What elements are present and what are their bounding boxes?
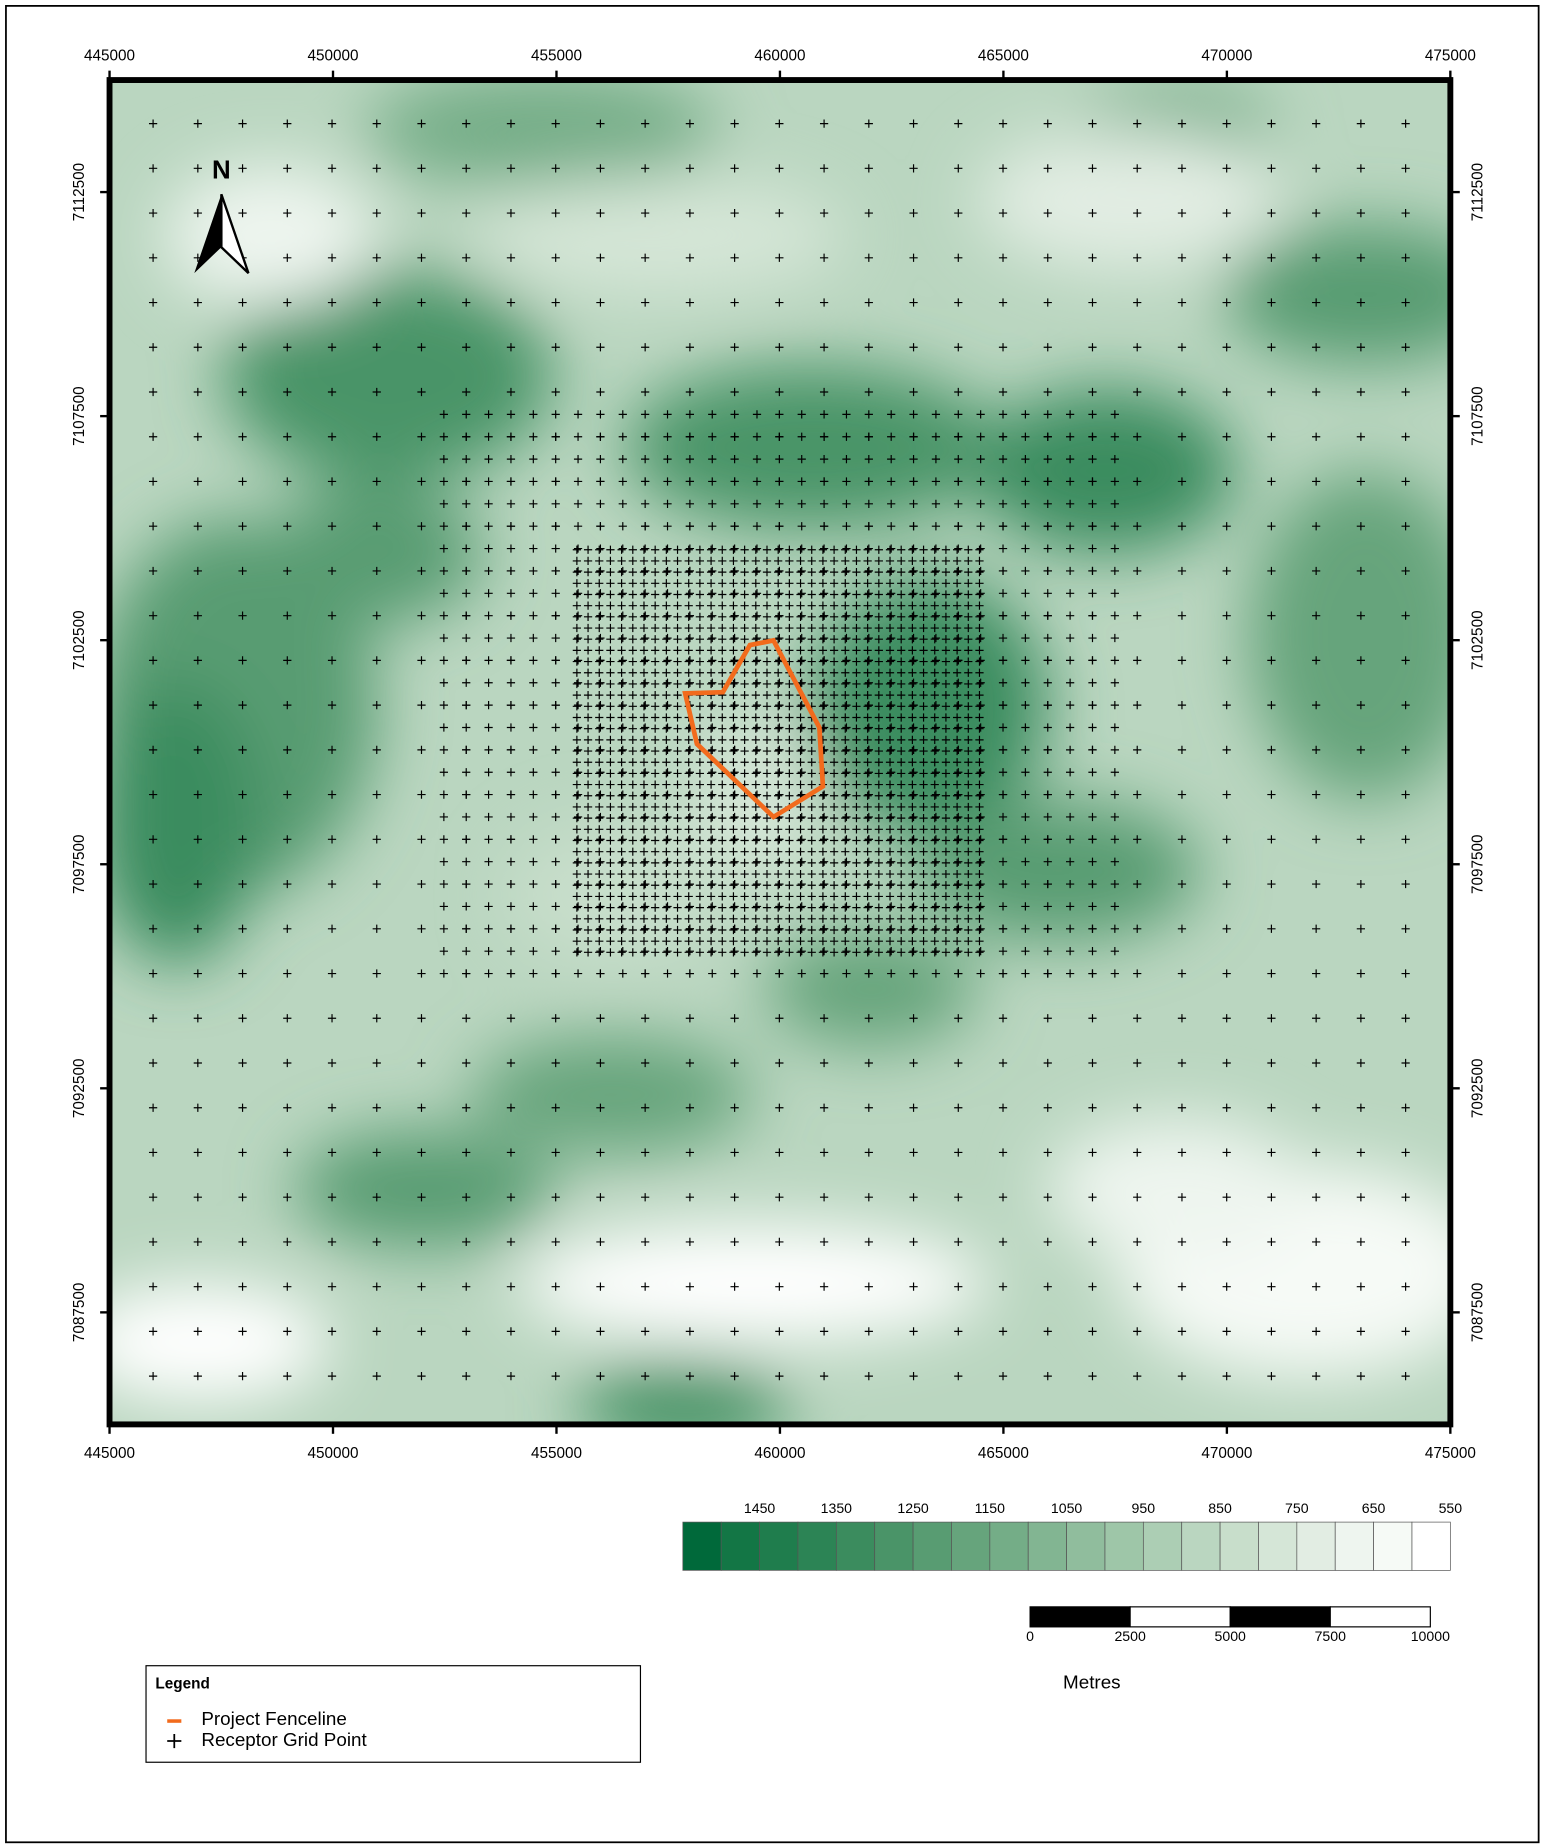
contour-high — [918, 800, 1201, 941]
color-swatch — [1258, 1522, 1296, 1570]
y-tick-label: 7092500 — [1470, 1059, 1487, 1119]
color-label: 650 — [1362, 1500, 1386, 1516]
x-tick-label: 460000 — [754, 1445, 805, 1462]
contour-low — [471, 177, 848, 295]
legend: Legend Project Fenceline Receptor Grid P… — [146, 1666, 640, 1763]
scale-label: 10000 — [1411, 1628, 1450, 1644]
x-tick-label: 455000 — [531, 48, 582, 65]
color-label: 550 — [1439, 1500, 1463, 1516]
color-label: 1350 — [821, 1500, 853, 1516]
color-swatch — [951, 1522, 989, 1570]
y-tick-label: 7097500 — [1470, 834, 1487, 894]
contour-low — [518, 1224, 989, 1342]
color-swatch — [760, 1522, 798, 1570]
scale-label: 2500 — [1114, 1628, 1146, 1644]
x-tick-label: 470000 — [1201, 1445, 1252, 1462]
contour-low — [977, 129, 1283, 270]
color-label: 850 — [1208, 1500, 1232, 1516]
scale-label: 7500 — [1315, 1628, 1347, 1644]
y-tick-label: 7097500 — [71, 834, 88, 894]
y-tick-label: 7107500 — [71, 386, 88, 446]
color-label: 1250 — [897, 1500, 929, 1516]
color-swatch — [721, 1522, 759, 1570]
color-swatch — [1182, 1522, 1220, 1570]
color-swatch — [1374, 1522, 1412, 1570]
color-swatch — [1105, 1522, 1143, 1570]
y-tick-label: 7092500 — [71, 1059, 88, 1119]
contour-high — [977, 388, 1236, 553]
legend-item: Project Fenceline — [201, 1708, 346, 1729]
scale-unit: Metres — [1063, 1671, 1121, 1692]
scale-segment — [1230, 1607, 1330, 1627]
color-swatch — [990, 1522, 1028, 1570]
contour-high — [765, 930, 977, 1048]
color-swatch — [913, 1522, 951, 1570]
scale-label: 0 — [1026, 1628, 1034, 1644]
color-label: 950 — [1132, 1500, 1156, 1516]
scale-label: 5000 — [1215, 1628, 1247, 1644]
y-tick-label: 7102500 — [71, 610, 88, 670]
y-tick-label: 7087500 — [71, 1283, 88, 1343]
contour-high — [471, 1036, 754, 1154]
contour-map — [71, 71, 1507, 1454]
color-swatch — [1220, 1522, 1258, 1570]
x-tick-label: 465000 — [978, 1445, 1029, 1462]
map-page: 445000 445000 450000 450000 455000 455000 4600… — [0, 0, 1554, 1847]
contour-low — [1048, 1118, 1307, 1259]
x-tick-label: 475000 — [1425, 1445, 1476, 1462]
contour-high — [365, 71, 718, 189]
scale-segment — [1130, 1607, 1230, 1627]
y-tick-label: 7112500 — [71, 163, 88, 221]
contour-low — [506, 824, 718, 965]
color-swatch — [1297, 1522, 1335, 1570]
x-tick-label: 465000 — [978, 48, 1029, 65]
contour-high — [294, 1130, 553, 1248]
x-tick-label: 450000 — [307, 1445, 358, 1462]
x-tick-label: 475000 — [1425, 48, 1476, 65]
x-tick-label: 445000 — [84, 48, 135, 65]
y-tick-label: 7102500 — [1470, 610, 1487, 670]
color-swatch — [836, 1522, 874, 1570]
color-swatch — [1143, 1522, 1181, 1570]
color-swatch — [683, 1522, 721, 1570]
color-label: 1150 — [975, 1500, 1005, 1516]
color-swatch — [1412, 1522, 1450, 1570]
color-swatch — [1028, 1522, 1066, 1570]
x-tick-label: 445000 — [84, 1445, 135, 1462]
scale-segment — [1330, 1607, 1430, 1627]
x-tick-label: 460000 — [754, 48, 805, 65]
color-swatch — [875, 1522, 913, 1570]
x-tick-label: 450000 — [307, 48, 358, 65]
north-label: N — [212, 157, 231, 185]
color-label: 1050 — [1051, 1500, 1083, 1516]
legend-title: Legend — [155, 1676, 209, 1693]
x-tick-label: 470000 — [1201, 48, 1252, 65]
x-tick-label: 455000 — [531, 1445, 582, 1462]
color-label: 1450 — [744, 1500, 776, 1516]
contour-high — [94, 683, 259, 966]
color-swatch — [1067, 1522, 1105, 1570]
y-tick-label: 7112500 — [1470, 163, 1487, 221]
contour-high — [271, 483, 483, 624]
contour-high — [624, 365, 1001, 530]
contour-low — [165, 165, 377, 306]
y-tick-label: 7107500 — [1470, 386, 1487, 446]
y-tick-label: 7087500 — [1470, 1283, 1487, 1343]
color-label: 750 — [1285, 1500, 1309, 1516]
legend-item: Receptor Grid Point — [201, 1729, 367, 1750]
color-swatch — [1335, 1522, 1373, 1570]
scale-segment — [1030, 1607, 1130, 1627]
color-swatch — [798, 1522, 836, 1570]
